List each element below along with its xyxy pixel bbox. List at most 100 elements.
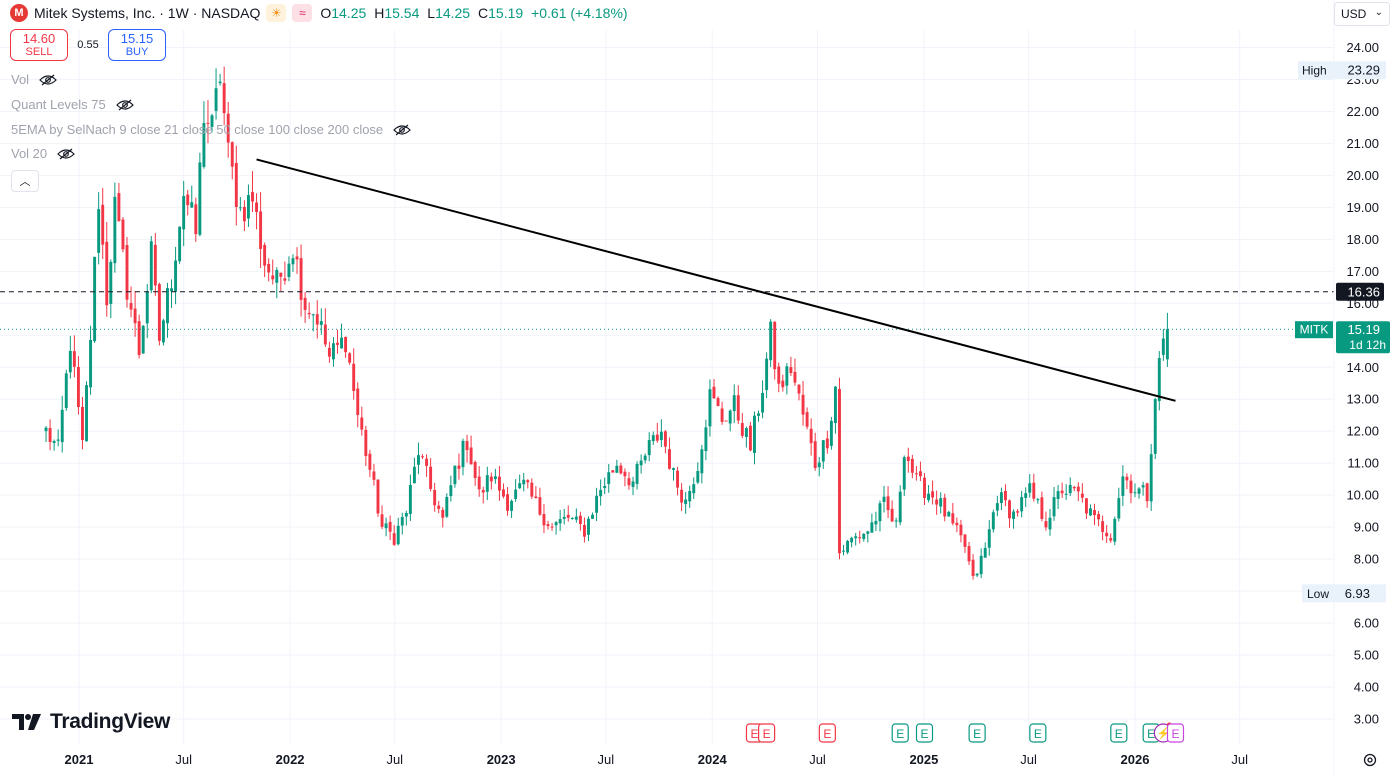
candle-body[interactable] [441,509,445,518]
candle-body[interactable] [1117,498,1121,519]
candle-body[interactable] [724,420,728,422]
candle-body[interactable] [890,508,894,522]
candle-body[interactable] [279,272,283,277]
candle-body[interactable] [497,476,501,491]
candle-body[interactable] [894,520,898,522]
candle-body[interactable] [870,522,874,533]
candle-body[interactable] [789,367,793,373]
candle-body[interactable] [886,496,890,511]
candle-body[interactable] [769,321,773,361]
candle-body[interactable] [708,389,712,427]
candle-body[interactable] [93,256,97,342]
candle-body[interactable] [299,258,303,300]
candle-body[interactable] [502,489,505,497]
candle-body[interactable] [81,406,84,440]
candle-body[interactable] [364,429,368,457]
candle-body[interactable] [744,428,748,437]
candle-body[interactable] [255,202,258,212]
candle-body[interactable] [829,420,833,446]
candle-body[interactable] [234,162,238,207]
candle-body[interactable] [287,263,291,278]
candle-body[interactable] [263,244,267,266]
candle-body[interactable] [672,468,675,470]
candle-body[interactable] [226,113,230,143]
earnings-event-icon[interactable] [1029,723,1047,743]
candle-body[interactable] [663,431,667,447]
candle-body[interactable] [1076,486,1080,492]
candle-body[interactable] [643,455,647,461]
candle-body[interactable] [400,517,404,526]
candle-body[interactable] [186,194,190,206]
candle-body[interactable] [688,490,692,502]
candle-body[interactable] [846,540,850,553]
candle-body[interactable] [392,533,396,545]
candle-body[interactable] [153,244,157,286]
candle-body[interactable] [473,461,477,478]
candle-body[interactable] [627,478,631,486]
candle-body[interactable] [1016,511,1020,513]
candle-body[interactable] [522,479,526,485]
candle-body[interactable] [396,525,400,545]
candle-body[interactable] [817,462,821,468]
candle-body[interactable] [518,483,522,489]
sell-button[interactable]: 14.60 SELL [10,29,68,61]
indicator-quant-levels[interactable]: Quant Levels 75 [11,97,134,112]
candle-body[interactable] [332,343,335,360]
candle-body[interactable] [655,434,659,441]
candle-body[interactable] [611,470,615,473]
candle-body[interactable] [684,499,688,505]
candle-body[interactable] [323,324,327,345]
candle-body[interactable] [489,476,493,482]
candle-body[interactable] [1068,485,1072,494]
candle-body[interactable] [514,489,518,500]
candle-body[interactable] [1157,358,1161,401]
trendline[interactable] [256,158,1176,402]
candle-body[interactable] [882,496,886,502]
candle-body[interactable] [145,291,149,324]
candle-body[interactable] [76,366,80,408]
candle-body[interactable] [433,489,437,506]
candle-body[interactable] [578,515,582,524]
candle-body[interactable] [56,439,60,441]
candle-body[interactable] [797,384,801,394]
candle-body[interactable] [874,520,878,525]
candle-body[interactable] [1161,338,1165,355]
candle-body[interactable] [303,297,307,310]
candle-body[interactable] [141,325,145,354]
candle-body[interactable] [951,513,955,524]
candle-body[interactable] [1056,491,1060,499]
tradingview-logo[interactable]: TradingView [12,710,170,734]
candle-body[interactable] [319,321,323,325]
candle-body[interactable] [805,412,809,427]
candle-body[interactable] [149,241,153,291]
candle-body[interactable] [182,195,186,230]
candle-body[interactable] [554,522,558,526]
candle-body[interactable] [133,308,137,324]
candle-body[interactable] [647,440,651,456]
candle-body[interactable] [680,489,684,503]
settings-gear-icon[interactable] [1362,752,1378,768]
candle-body[interactable] [999,492,1003,504]
candle-body[interactable] [510,500,514,511]
candle-body[interactable] [485,475,489,492]
candle-body[interactable] [1036,499,1040,501]
candle-body[interactable] [356,388,360,415]
candle-body[interactable] [599,489,603,497]
candle-body[interactable] [615,465,619,473]
candle-body[interactable] [1048,517,1052,530]
candle-body[interactable] [842,550,845,552]
candle-body[interactable] [1105,532,1109,537]
candle-body[interactable] [716,398,720,407]
candle-body[interactable] [546,524,550,527]
candle-body[interactable] [1008,500,1011,519]
earnings-event-icon[interactable] [1166,723,1185,743]
candle-body[interactable] [728,410,732,424]
candle-body[interactable] [52,441,56,444]
candle-body[interactable] [927,493,930,501]
candle-body[interactable] [198,162,202,235]
candle-body[interactable] [461,440,465,468]
candle-body[interactable] [493,476,497,480]
candle-body[interactable] [291,258,295,265]
candle-body[interactable] [963,534,967,547]
candle-body[interactable] [1044,521,1048,528]
